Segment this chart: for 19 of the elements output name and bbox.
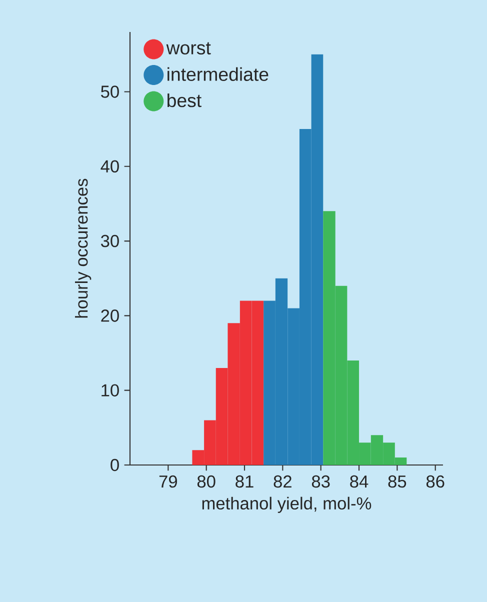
x-tick-label: 79 xyxy=(159,475,177,488)
y-tick-label: 0 xyxy=(110,458,119,472)
x-tick-label: 84 xyxy=(350,475,368,488)
legend-label: worst xyxy=(166,42,211,54)
x-axis-title: methanol yield, mol-% xyxy=(202,496,372,513)
legend-label: intermediate xyxy=(168,67,268,81)
y-tick-label: 20 xyxy=(101,310,119,322)
x-tick-label: 83 xyxy=(312,475,330,488)
x-tick-label: 86 xyxy=(426,475,444,488)
x-tick-label: 80 xyxy=(197,475,216,488)
y-tick-label: 10 xyxy=(102,384,119,396)
legend-label: best xyxy=(168,93,202,108)
y-axis-title: hourly occurences xyxy=(75,178,92,318)
y-tick-label: 30 xyxy=(100,234,119,248)
x-tick-label: 82 xyxy=(274,475,292,488)
x-tick-label: 81 xyxy=(236,475,254,488)
y-tick-label: 40 xyxy=(100,160,119,173)
y-tick-label: 50 xyxy=(101,86,119,98)
x-tick-label: 85 xyxy=(388,475,406,488)
